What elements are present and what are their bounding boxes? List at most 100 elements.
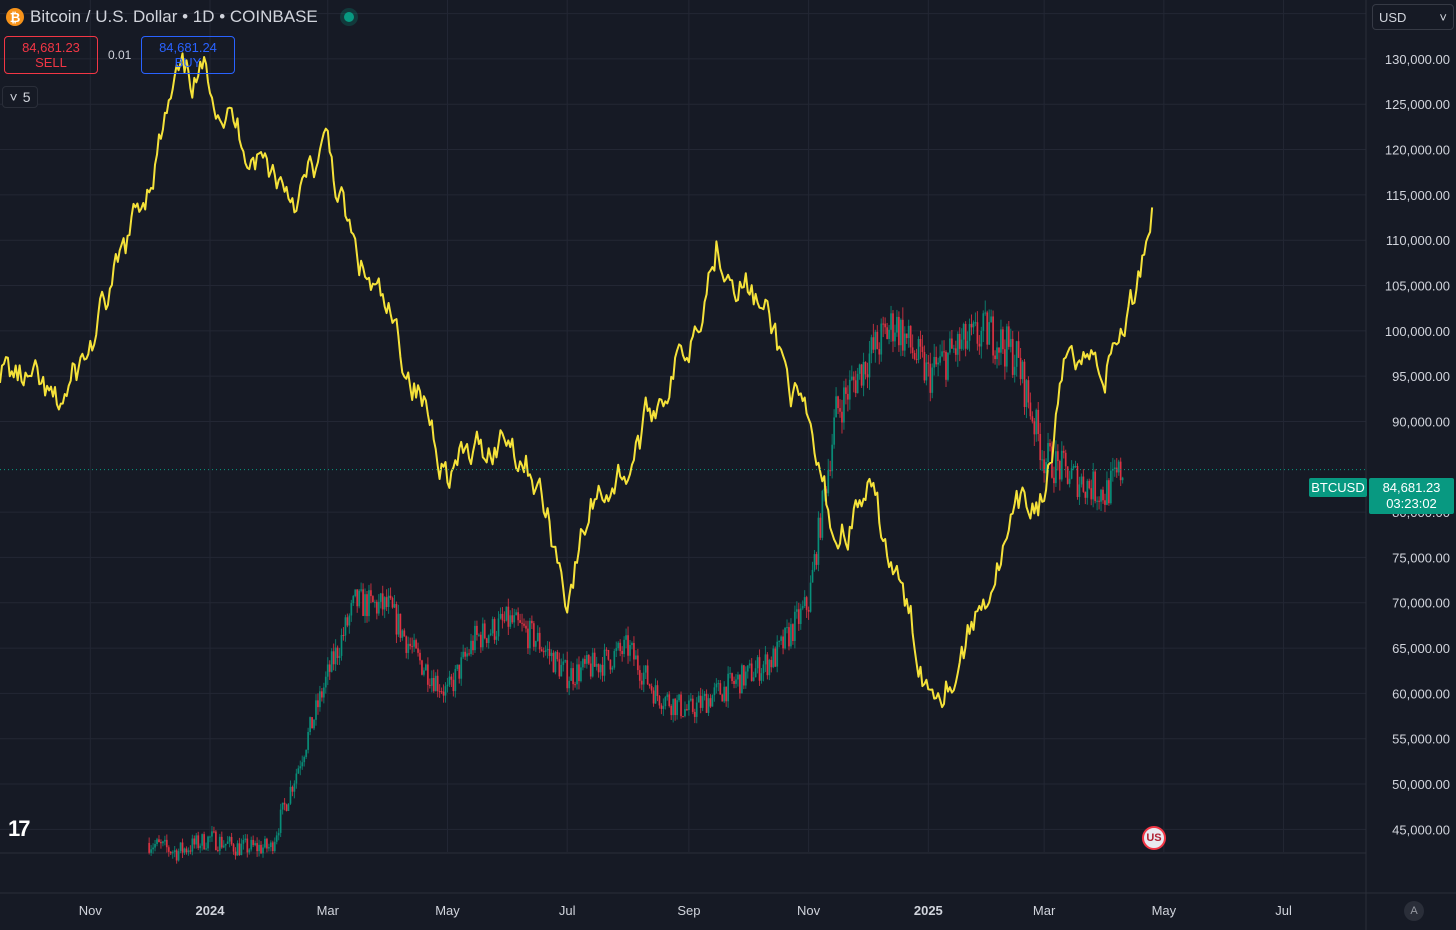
candle — [839, 399, 841, 418]
candle — [301, 755, 304, 770]
candle — [625, 628, 627, 649]
candle — [307, 727, 310, 754]
candle — [315, 694, 317, 726]
candle — [894, 324, 896, 348]
candle — [419, 649, 421, 665]
candle — [788, 622, 790, 651]
candle — [801, 600, 804, 611]
candle — [913, 350, 916, 361]
candle — [935, 346, 938, 367]
candle — [962, 322, 965, 351]
candle — [784, 627, 786, 650]
candle — [181, 838, 184, 858]
candle — [762, 660, 765, 682]
candle — [236, 840, 239, 856]
candle — [593, 648, 596, 667]
candle — [403, 628, 406, 637]
candle — [521, 613, 523, 632]
candle — [438, 684, 441, 698]
candle — [1009, 328, 1012, 353]
candle — [829, 460, 832, 477]
candle — [517, 607, 520, 626]
candle — [218, 833, 221, 855]
candle — [211, 825, 213, 842]
candle — [668, 691, 671, 708]
candle — [684, 701, 686, 718]
candle — [709, 694, 712, 709]
candle — [499, 607, 502, 620]
candle — [448, 670, 451, 688]
candle — [585, 651, 588, 669]
candle — [819, 513, 822, 541]
candle — [768, 658, 771, 681]
candle — [293, 780, 296, 799]
candle — [413, 633, 416, 653]
candle — [782, 629, 784, 655]
candle — [621, 646, 624, 662]
candle — [805, 595, 808, 618]
candle — [737, 671, 739, 687]
candle — [205, 842, 207, 851]
sell-button[interactable]: 84,681.23 SELL — [4, 36, 98, 74]
candle — [250, 836, 253, 852]
x-tick-label: 2025 — [914, 903, 943, 918]
candle — [945, 350, 947, 387]
candle — [744, 666, 747, 689]
symbol-title[interactable]: Bitcoin / U.S. Dollar • 1D • COINBASE — [30, 7, 318, 26]
candle — [336, 645, 339, 665]
last-price-tag: 84,681.23 03:23:02 — [1369, 478, 1454, 514]
buy-button[interactable]: 84,681.24 BUY — [141, 36, 235, 74]
candle — [340, 628, 343, 661]
auto-scale-button[interactable]: A — [1404, 901, 1424, 921]
x-tick-label: Mar — [317, 903, 340, 918]
candle — [1086, 478, 1089, 505]
candle — [599, 663, 602, 680]
candle — [509, 610, 512, 629]
candle — [495, 630, 498, 646]
candle — [905, 333, 908, 344]
candle — [589, 656, 592, 680]
candle — [328, 660, 331, 680]
candle — [387, 588, 390, 614]
candle — [646, 659, 649, 685]
candle — [285, 803, 288, 812]
candle — [1015, 340, 1018, 377]
candle — [739, 674, 741, 699]
candle — [1078, 476, 1081, 505]
candle — [956, 331, 959, 367]
candle — [837, 395, 839, 415]
candle — [485, 637, 488, 648]
candle — [778, 640, 781, 648]
candle — [287, 803, 290, 812]
candle — [776, 635, 779, 673]
candle — [354, 589, 357, 598]
currency-selector[interactable]: USD ˅ — [1372, 4, 1454, 30]
candle — [854, 370, 857, 398]
candle — [570, 661, 573, 681]
candle — [203, 831, 206, 851]
us-flag-icon[interactable]: US — [1142, 826, 1166, 850]
candle — [697, 691, 700, 703]
candle — [595, 656, 598, 671]
candle — [670, 704, 673, 720]
candle — [633, 636, 635, 666]
candle — [715, 678, 718, 694]
candle — [558, 652, 561, 680]
candle — [167, 845, 170, 857]
candle — [356, 589, 359, 613]
candle — [1027, 376, 1030, 409]
candle — [631, 641, 633, 650]
candle — [377, 594, 380, 616]
indicators-toggle-button[interactable]: ˅ 5 — [2, 86, 38, 108]
candle — [878, 342, 881, 365]
candle — [228, 835, 231, 848]
candle — [472, 635, 474, 656]
candle — [998, 347, 1000, 366]
candle — [880, 318, 883, 362]
candle — [843, 380, 845, 430]
candle — [183, 847, 186, 855]
candle — [797, 602, 800, 631]
candle — [342, 627, 345, 641]
